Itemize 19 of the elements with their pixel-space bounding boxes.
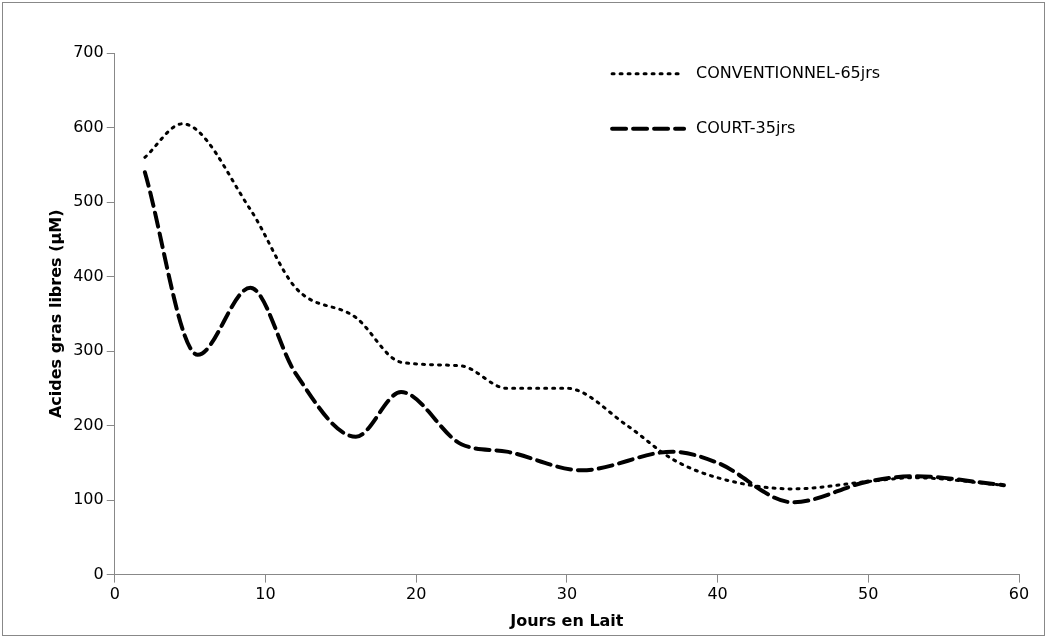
y-tick-label: 700 <box>73 42 104 62</box>
x-tick-label: 0 <box>109 584 120 604</box>
y-tick-label: 300 <box>73 340 104 360</box>
x-tick-label: 50 <box>858 584 879 604</box>
x-tick-label: 40 <box>707 584 728 604</box>
y-tick-label: 500 <box>73 191 104 211</box>
legend-label: CONVENTIONNEL-65jrs <box>696 63 881 83</box>
y-tick-label: 400 <box>73 265 104 285</box>
legend-label: COURT-35jrs <box>696 118 796 138</box>
y-tick-label: 0 <box>93 563 104 583</box>
x-tick-label: 10 <box>255 584 276 604</box>
y-axis-title: Acides gras libres (µM) <box>45 209 65 419</box>
x-tick-label: 30 <box>556 584 578 604</box>
x-tick-label: 60 <box>1008 584 1030 604</box>
y-tick-label: 600 <box>73 116 104 136</box>
x-tick-label: 20 <box>405 584 427 604</box>
y-tick-label: 200 <box>73 414 104 434</box>
x-axis-title: Jours en Lait <box>509 610 624 630</box>
y-tick-label: 100 <box>73 489 104 509</box>
